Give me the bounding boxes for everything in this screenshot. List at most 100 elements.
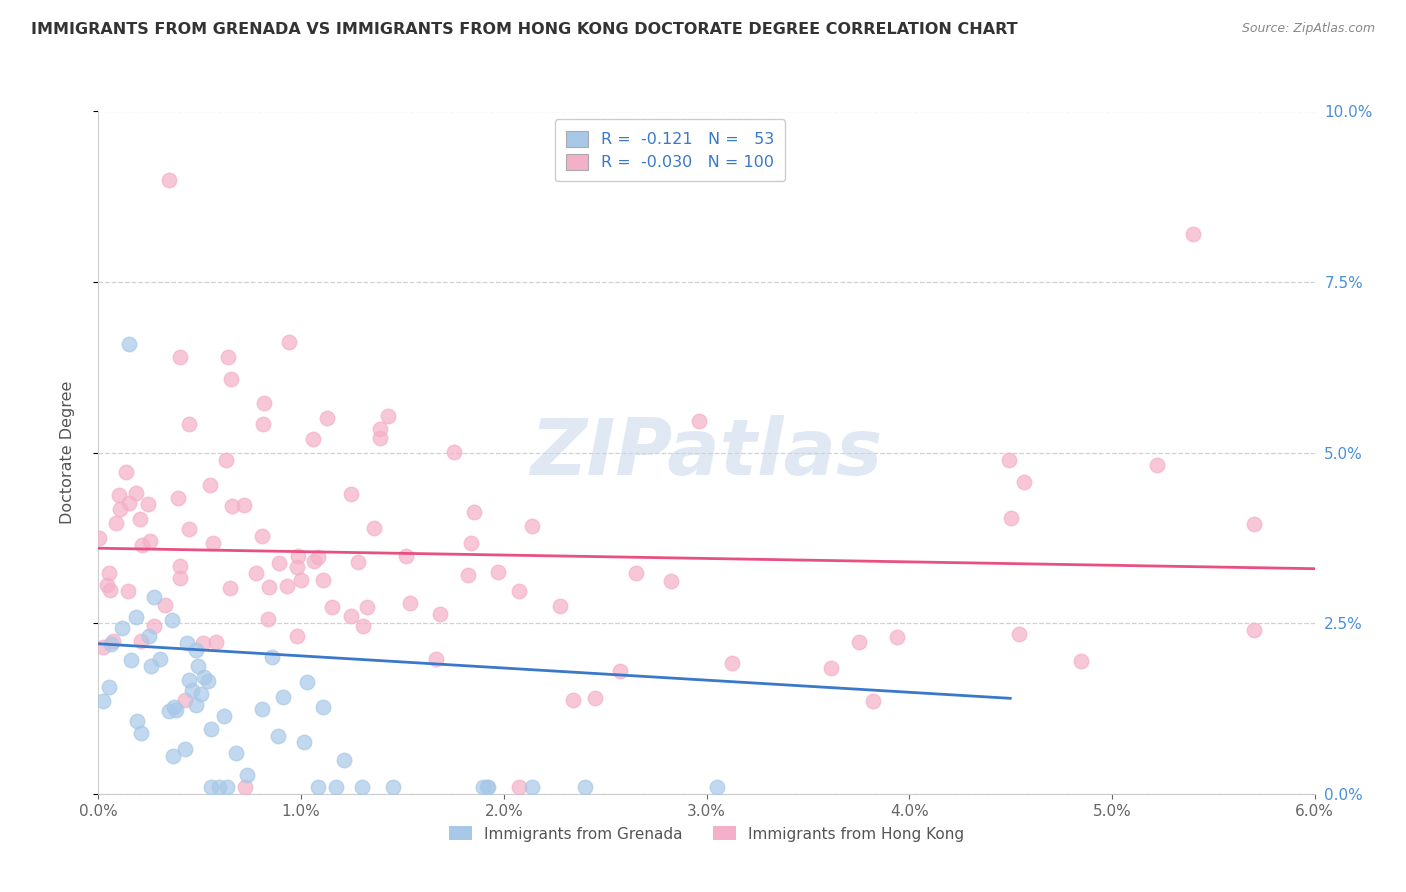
Point bbox=[201, 536, 224, 550]
Point bbox=[271, 690, 294, 704]
Point bbox=[477, 780, 499, 794]
Point bbox=[162, 613, 184, 627]
Point bbox=[100, 637, 122, 651]
Point bbox=[205, 635, 228, 649]
Point bbox=[157, 704, 180, 718]
Point bbox=[721, 656, 744, 670]
Point bbox=[217, 351, 239, 365]
Point bbox=[368, 431, 391, 445]
Point bbox=[1070, 654, 1092, 668]
Point bbox=[128, 512, 150, 526]
Point bbox=[626, 566, 648, 580]
Point bbox=[98, 566, 121, 581]
Point bbox=[110, 621, 132, 635]
Point bbox=[688, 414, 710, 428]
Point bbox=[148, 652, 170, 666]
Point bbox=[321, 599, 343, 614]
Point bbox=[352, 619, 374, 633]
Point bbox=[173, 742, 195, 756]
Point bbox=[225, 747, 247, 761]
Point bbox=[302, 554, 325, 568]
Point bbox=[315, 411, 337, 425]
Point bbox=[252, 417, 274, 432]
Point bbox=[169, 559, 191, 574]
Point bbox=[508, 583, 530, 598]
Point bbox=[129, 725, 152, 739]
Point bbox=[443, 444, 465, 458]
Point bbox=[370, 422, 392, 436]
Text: IMMIGRANTS FROM GRENADA VS IMMIGRANTS FROM HONG KONG DOCTORATE DEGREE CORRELATIO: IMMIGRANTS FROM GRENADA VS IMMIGRANTS FR… bbox=[31, 22, 1018, 37]
Point bbox=[267, 729, 290, 743]
Point bbox=[307, 780, 329, 794]
Point bbox=[108, 502, 131, 516]
Point bbox=[179, 417, 201, 432]
Point bbox=[193, 636, 215, 650]
Point bbox=[363, 520, 385, 534]
Y-axis label: Doctorate Degree: Doctorate Degree bbox=[60, 381, 75, 524]
Point bbox=[200, 478, 222, 492]
Point bbox=[143, 619, 166, 633]
Point bbox=[1243, 516, 1265, 531]
Point bbox=[166, 491, 188, 505]
Point bbox=[207, 780, 229, 794]
Point bbox=[561, 693, 583, 707]
Point bbox=[333, 753, 356, 767]
Point bbox=[101, 634, 124, 648]
Point bbox=[217, 780, 239, 794]
Point bbox=[138, 629, 160, 643]
Point bbox=[1146, 458, 1168, 473]
Point bbox=[394, 549, 416, 564]
Point bbox=[287, 549, 309, 564]
Point bbox=[117, 583, 139, 598]
Point bbox=[508, 780, 530, 794]
Point bbox=[118, 336, 141, 351]
Point bbox=[169, 350, 191, 364]
Point bbox=[91, 694, 114, 708]
Point bbox=[127, 714, 149, 729]
Point bbox=[276, 579, 298, 593]
Point bbox=[295, 674, 318, 689]
Point bbox=[290, 573, 312, 587]
Point bbox=[157, 173, 180, 187]
Legend: Immigrants from Grenada, Immigrants from Hong Kong: Immigrants from Grenada, Immigrants from… bbox=[443, 821, 970, 847]
Point bbox=[574, 780, 596, 794]
Point bbox=[486, 565, 509, 579]
Point bbox=[212, 709, 235, 723]
Point bbox=[139, 534, 162, 549]
Point bbox=[190, 687, 212, 701]
Text: ZIPatlas: ZIPatlas bbox=[530, 415, 883, 491]
Point bbox=[104, 516, 127, 530]
Point bbox=[425, 651, 447, 665]
Point bbox=[165, 703, 187, 717]
Point bbox=[139, 658, 162, 673]
Point bbox=[312, 700, 335, 714]
Point bbox=[233, 780, 256, 794]
Point bbox=[187, 659, 209, 673]
Point bbox=[583, 691, 606, 706]
Text: Source: ZipAtlas.com: Source: ZipAtlas.com bbox=[1241, 22, 1375, 36]
Point bbox=[463, 505, 485, 519]
Point bbox=[200, 780, 222, 794]
Point bbox=[340, 609, 363, 624]
Point bbox=[200, 722, 222, 736]
Point bbox=[820, 661, 842, 675]
Point bbox=[294, 734, 316, 748]
Point bbox=[181, 683, 204, 698]
Point bbox=[862, 694, 884, 708]
Point bbox=[1008, 626, 1031, 640]
Point bbox=[96, 578, 118, 592]
Point bbox=[176, 635, 198, 649]
Point bbox=[177, 522, 200, 536]
Point bbox=[277, 335, 299, 350]
Point bbox=[250, 529, 273, 543]
Point bbox=[609, 664, 631, 678]
Point bbox=[129, 633, 152, 648]
Point bbox=[163, 700, 186, 714]
Point bbox=[124, 609, 146, 624]
Point bbox=[136, 498, 159, 512]
Point bbox=[706, 780, 728, 794]
Point bbox=[153, 599, 176, 613]
Point bbox=[125, 485, 148, 500]
Point bbox=[233, 498, 256, 512]
Point bbox=[256, 612, 278, 626]
